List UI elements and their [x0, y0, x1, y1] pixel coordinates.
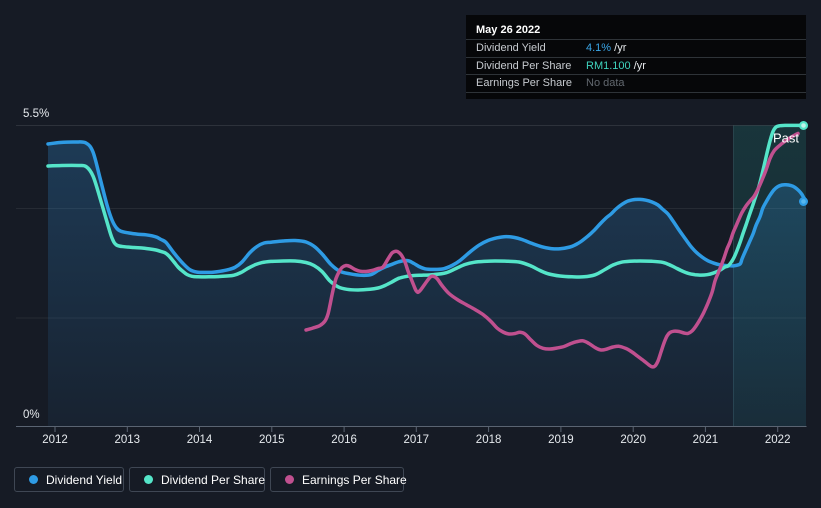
svg-text:2017: 2017 — [404, 434, 430, 446]
svg-text:5.5%: 5.5% — [23, 108, 49, 120]
svg-text:2012: 2012 — [42, 434, 68, 446]
svg-text:2018: 2018 — [476, 434, 502, 446]
svg-text:2014: 2014 — [187, 434, 213, 446]
svg-text:2021: 2021 — [693, 434, 719, 446]
svg-text:2020: 2020 — [620, 434, 646, 446]
svg-text:2019: 2019 — [548, 434, 574, 446]
svg-text:2022: 2022 — [765, 434, 791, 446]
svg-text:2013: 2013 — [115, 434, 141, 446]
svg-text:2016: 2016 — [331, 434, 357, 446]
svg-text:Past: Past — [773, 131, 799, 146]
svg-text:2015: 2015 — [259, 434, 285, 446]
svg-text:0%: 0% — [23, 409, 40, 421]
